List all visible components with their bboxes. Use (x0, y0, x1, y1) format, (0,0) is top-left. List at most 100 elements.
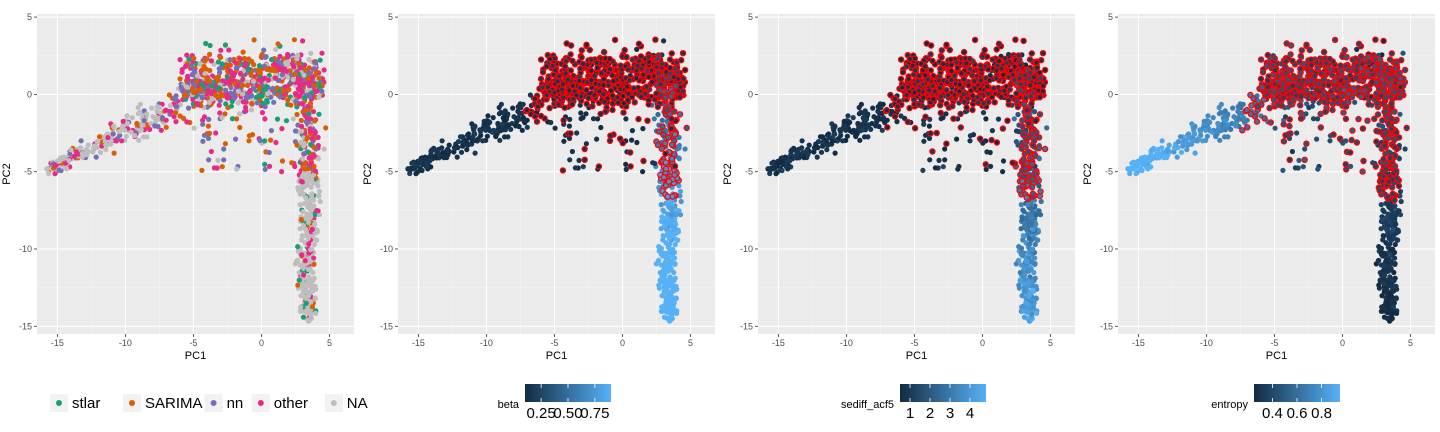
y-tick-label: -5 (385, 167, 393, 177)
data-point (267, 163, 273, 169)
data-point (262, 161, 268, 167)
highlighted-point (645, 96, 652, 104)
data-point (677, 212, 684, 218)
data-point (208, 58, 215, 64)
data-point (292, 91, 298, 97)
data-point (307, 317, 313, 323)
data-point (257, 137, 263, 144)
data-point (297, 81, 303, 87)
highlighted-point (663, 107, 671, 114)
data-point (268, 94, 274, 100)
data-point (308, 184, 314, 190)
data-point (458, 149, 465, 155)
highlighted-point (560, 117, 567, 124)
data-point (552, 125, 558, 131)
data-point (312, 221, 318, 227)
data-point (68, 147, 74, 153)
highlighted-point (660, 174, 668, 181)
highlighted-point (635, 40, 643, 48)
data-point (299, 128, 305, 134)
data-point (1021, 314, 1027, 320)
data-point (148, 120, 154, 127)
colorbar-tick-label: 0.50 (553, 405, 582, 422)
data-point (1019, 216, 1025, 223)
data-point (199, 167, 205, 173)
highlighted-point (635, 115, 642, 123)
data-point (777, 167, 783, 173)
highlighted-point (623, 54, 630, 61)
data-point (309, 136, 315, 142)
highlighted-point (635, 57, 643, 65)
data-point (134, 122, 140, 128)
data-point (222, 111, 228, 117)
data-point (305, 266, 311, 272)
data-point (201, 63, 207, 70)
data-point (857, 137, 863, 143)
data-point (311, 153, 317, 159)
highlighted-point (581, 145, 588, 153)
data-point (147, 126, 153, 132)
data-point (767, 170, 773, 177)
data-point (321, 146, 327, 152)
highlighted-point (645, 73, 653, 81)
data-point (594, 136, 600, 142)
data-point (678, 198, 684, 205)
data-point (313, 60, 319, 66)
data-point (303, 195, 309, 201)
data-point (270, 85, 276, 91)
data-point (308, 247, 314, 253)
highlighted-point (600, 48, 608, 56)
data-point (319, 88, 325, 94)
data-point (510, 105, 516, 111)
data-point (105, 135, 111, 141)
data-point (499, 127, 505, 133)
highlighted-point (672, 65, 679, 73)
data-point (295, 244, 301, 250)
data-point (561, 138, 567, 144)
data-point (306, 70, 312, 76)
x-tick-label: 5 (688, 338, 693, 348)
data-point (414, 162, 420, 168)
data-point (1031, 269, 1037, 276)
highlighted-point (606, 137, 614, 144)
highlighted-point (681, 66, 689, 74)
data-point (1022, 272, 1028, 278)
data-point (124, 120, 131, 126)
data-point (197, 61, 203, 67)
data-point (1029, 247, 1035, 253)
legend-swatch (56, 400, 62, 406)
highlighted-point (583, 41, 590, 49)
data-point (875, 108, 881, 114)
data-point (674, 310, 680, 316)
colorbar-tick-label: 0.75 (580, 405, 609, 422)
data-point (659, 117, 665, 123)
data-point (572, 165, 579, 171)
data-point (294, 111, 300, 118)
data-point (300, 209, 306, 215)
data-point (262, 116, 268, 122)
data-point (457, 134, 464, 140)
data-point (191, 55, 197, 62)
highlighted-point (665, 134, 672, 141)
data-point (858, 109, 864, 116)
data-point (813, 143, 819, 149)
highlighted-point (625, 90, 632, 97)
highlighted-point (591, 91, 598, 99)
data-point (302, 258, 308, 264)
data-point (818, 149, 825, 155)
highlighted-point (629, 56, 636, 63)
data-point (215, 59, 221, 65)
highlighted-point (666, 56, 674, 63)
x-tick-label: -5 (550, 338, 558, 348)
data-point (183, 63, 189, 69)
data-point (845, 120, 852, 126)
data-point (232, 81, 238, 87)
data-point (672, 261, 678, 267)
data-point (1021, 289, 1027, 295)
highlighted-point (610, 77, 617, 85)
highlighted-point (601, 98, 608, 106)
data-point (277, 53, 283, 60)
data-point (217, 70, 223, 76)
highlighted-point (643, 83, 650, 90)
highlighted-point (644, 67, 651, 75)
